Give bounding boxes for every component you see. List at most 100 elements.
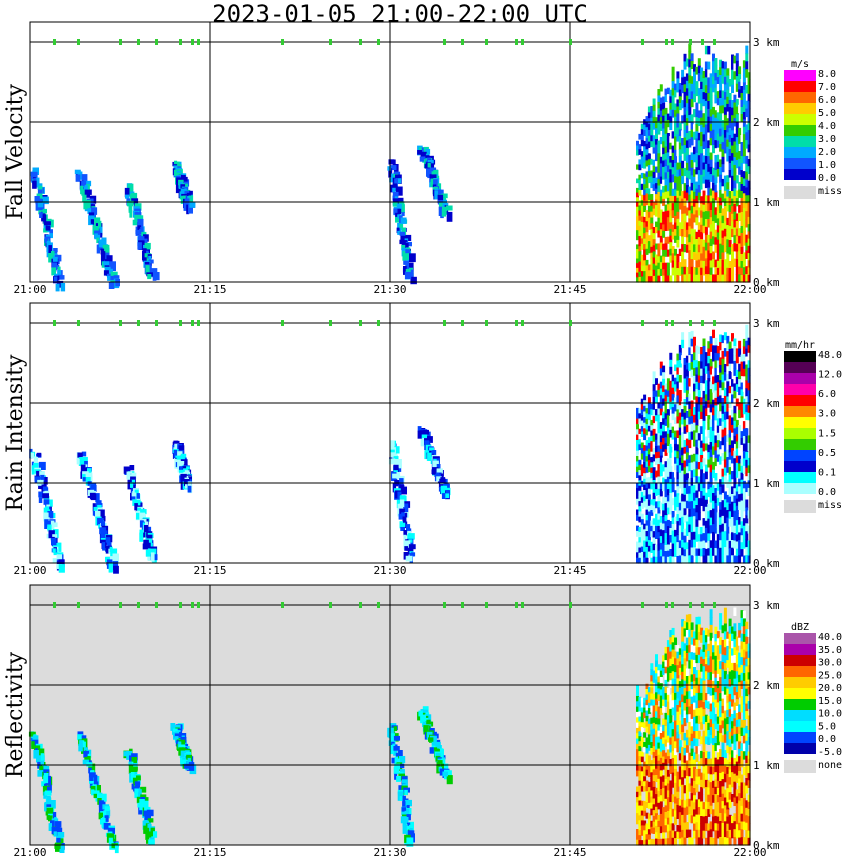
echo-cell: [688, 424, 692, 433]
echo-cell: [441, 493, 447, 499]
echo-cell: [740, 275, 744, 283]
echo-cell: [652, 371, 656, 379]
echo-cell: [681, 244, 685, 253]
echo-cell: [643, 184, 647, 191]
echo-cell: [707, 392, 711, 401]
echo-cell: [650, 729, 654, 737]
echo-cell: [693, 830, 696, 839]
echo-cell: [46, 795, 51, 806]
echo-cell: [704, 93, 708, 102]
echo-cell: [683, 453, 687, 462]
echo-cell: [681, 439, 685, 449]
echo-cell: [723, 340, 727, 349]
echo-cell: [638, 542, 642, 549]
echo-cell: [700, 707, 704, 716]
echo-cell: [674, 103, 677, 111]
echo-cell: [731, 145, 734, 154]
echo-cell: [131, 492, 137, 500]
echo-cell: [137, 218, 144, 228]
echo-cell: [688, 837, 692, 846]
echo-cell: [650, 141, 654, 148]
echo-cell: [655, 660, 658, 668]
echo-cell: [176, 451, 183, 457]
echo-cell: [707, 459, 711, 468]
echo-cell: [647, 528, 651, 535]
echo-cell: [712, 780, 715, 789]
echo-cell: [647, 420, 651, 427]
echo-cell: [659, 838, 663, 846]
echo-cell: [36, 470, 43, 479]
echo-cell: [636, 770, 639, 777]
colorbar-label: 3.0: [818, 134, 836, 145]
echo-cell: [664, 383, 668, 390]
echo-cell: [702, 752, 706, 760]
echo-cell: [704, 627, 708, 636]
echo-cell: [745, 428, 749, 437]
echo-cell: [700, 404, 704, 413]
echo-cell: [697, 389, 701, 398]
echo-cell: [652, 473, 656, 481]
echo-cell: [702, 420, 706, 429]
echo-cell: [690, 807, 694, 816]
echo-cell: [647, 448, 651, 455]
echo-cell: [657, 748, 661, 756]
echo-cell: [657, 439, 661, 447]
echo-cell: [146, 538, 153, 547]
echo-cell: [712, 106, 715, 116]
echo-cell: [652, 448, 656, 456]
echo-cell: [638, 825, 642, 831]
echo-cell: [444, 763, 449, 771]
echo-cell: [671, 530, 675, 538]
echo-cell: [657, 464, 661, 471]
echo-cell: [114, 845, 119, 854]
echo-cell: [664, 159, 668, 167]
echo-cell: [747, 390, 751, 399]
echo-cell: [716, 447, 720, 456]
echo-cell: [678, 707, 682, 715]
echo-cell: [676, 811, 680, 819]
colorbar-unit: mm/hr: [785, 340, 815, 351]
echo-cell: [643, 473, 647, 480]
echo-cell: [688, 798, 692, 808]
echo-cell: [645, 418, 649, 425]
echo-cell: [707, 429, 711, 438]
echo-cell: [662, 781, 666, 789]
echo-cell: [747, 420, 751, 429]
echo-cell: [676, 549, 680, 557]
echo-cell: [48, 530, 55, 539]
echo-cell: [738, 243, 742, 252]
colorbar-swatch: [784, 417, 816, 428]
echo-cell: [650, 693, 654, 701]
echo-cell: [636, 498, 639, 505]
echo-cell: [98, 509, 105, 516]
surface-marker: [713, 39, 716, 45]
echo-cell: [446, 205, 453, 211]
echo-cell: [719, 174, 723, 183]
echo-cell: [745, 340, 749, 350]
echo-cell: [681, 455, 685, 464]
echo-cell: [636, 493, 639, 500]
echo-cell: [726, 96, 730, 105]
echo-cell: [674, 377, 677, 385]
echo-cell: [740, 549, 744, 557]
echo-cell: [638, 785, 642, 792]
echo-cell: [676, 71, 680, 79]
echo-cell: [108, 281, 115, 289]
echo-cell: [674, 658, 677, 666]
echo-cell: [683, 650, 687, 659]
echo-cell: [735, 470, 739, 478]
echo-cell: [742, 185, 746, 194]
echo-cell: [43, 775, 49, 784]
echo-cell: [747, 238, 751, 247]
echo-cell: [709, 632, 713, 642]
echo-cell: [747, 202, 751, 211]
echo-cell: [145, 549, 151, 557]
echo-cell: [702, 413, 706, 422]
echo-cell: [662, 134, 666, 142]
echo-cell: [429, 167, 437, 172]
echo-cell: [690, 99, 694, 108]
echo-cell: [657, 153, 661, 161]
echo-cell: [638, 251, 642, 257]
echo-cell: [738, 540, 742, 549]
echo-cell: [650, 446, 654, 453]
